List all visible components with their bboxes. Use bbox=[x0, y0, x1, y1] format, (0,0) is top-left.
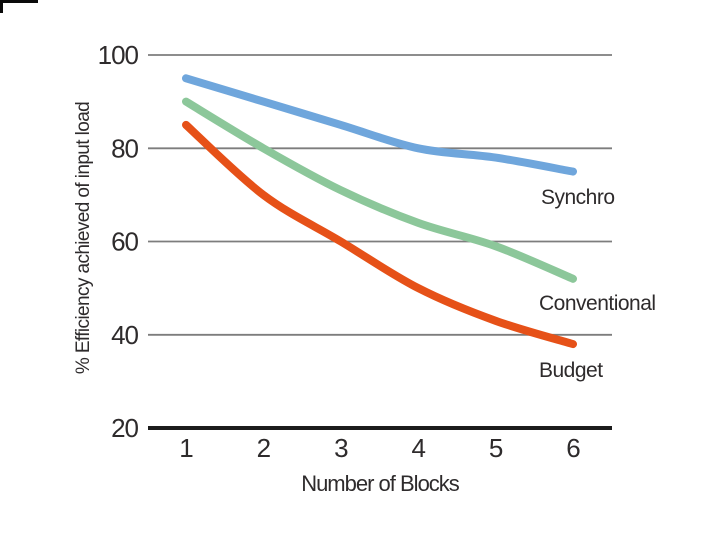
series-label-budget: Budget bbox=[539, 359, 603, 382]
series-label-synchro: Synchro bbox=[541, 186, 615, 209]
x-tick-label-5: 5 bbox=[489, 433, 503, 463]
series-line-synchro bbox=[182, 74, 577, 176]
x-tick-label-6: 6 bbox=[566, 433, 580, 463]
y-tick-label-20: 20 bbox=[111, 413, 138, 443]
series-line-budget bbox=[182, 120, 577, 349]
y-tick-label-80: 80 bbox=[111, 133, 138, 163]
x-tick-label-2: 2 bbox=[257, 433, 271, 463]
scan-artifact-left bbox=[0, 0, 3, 13]
x-axis-title: Number of Blocks bbox=[301, 471, 460, 496]
y-tick-label-40: 40 bbox=[111, 320, 138, 350]
scan-artifact-top bbox=[0, 0, 38, 3]
y-tick-label-100: 100 bbox=[98, 40, 139, 70]
x-tick-label-1: 1 bbox=[179, 433, 193, 463]
x-tick-label-3: 3 bbox=[334, 433, 348, 463]
y-tick-label-60: 60 bbox=[111, 227, 138, 257]
x-tick-label-4: 4 bbox=[411, 433, 425, 463]
series-line-conventional bbox=[182, 97, 577, 283]
series-label-conventional: Conventional bbox=[539, 292, 656, 315]
